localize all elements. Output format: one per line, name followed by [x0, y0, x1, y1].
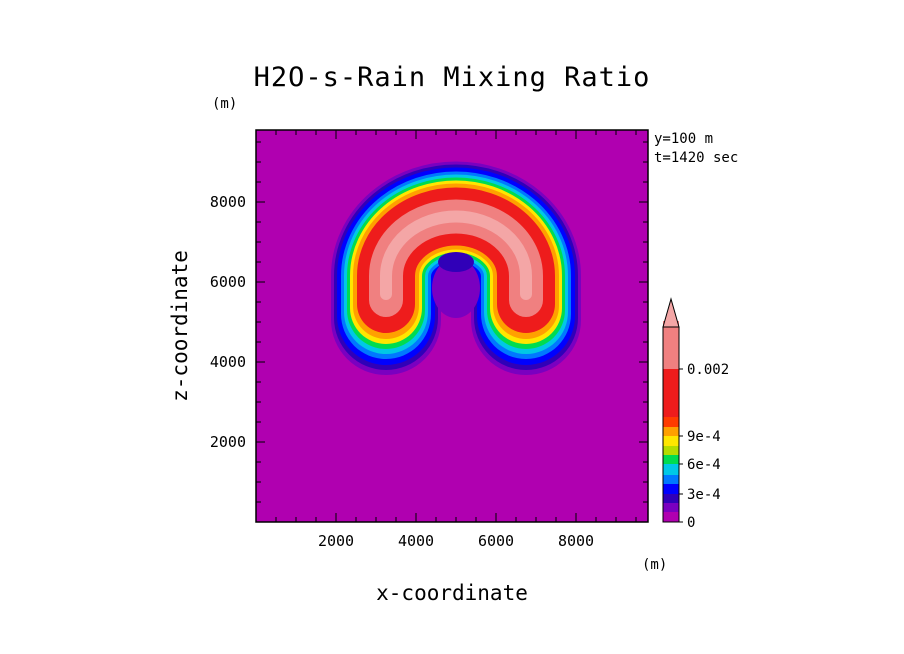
- rain-field: [331, 161, 581, 375]
- y-axis-label: z-coordinate: [168, 250, 192, 402]
- colorbar-band: [663, 484, 679, 494]
- y-tick-label: 4000: [210, 353, 246, 371]
- y-unit-label: (m): [212, 96, 237, 112]
- colorbar-band: [663, 475, 679, 484]
- colorbar-labels: 0 3e-4 6e-4 9e-4 0.002: [679, 362, 729, 531]
- x-tick-labels: 2000 4000 6000 8000: [318, 532, 594, 550]
- y-tick-labels: 2000 4000 6000 8000: [210, 193, 246, 451]
- y-tick-label: 2000: [210, 433, 246, 451]
- colorbar-tick-label: 9e-4: [687, 429, 721, 445]
- field-band: [380, 210, 532, 300]
- colorbar-band: [663, 512, 679, 522]
- plot-frame: [255, 129, 649, 523]
- colorbar-band: [663, 436, 679, 446]
- colorbar-band: [663, 494, 679, 503]
- colorbar-frame: [662, 326, 680, 523]
- axis-ticks: [256, 130, 648, 522]
- colorbar-band: [663, 446, 679, 455]
- annotation-t: t=1420 sec: [654, 150, 738, 166]
- chart-title: H2O-s-Rain Mixing Ratio: [254, 62, 651, 93]
- colorbar-band: [663, 427, 679, 436]
- field-core: [438, 252, 474, 272]
- x-tick-label: 2000: [318, 532, 354, 550]
- colorbar-band: [663, 503, 679, 512]
- y-tick-label: 8000: [210, 193, 246, 211]
- colorbar-band: [663, 417, 679, 427]
- x-tick-label: 4000: [398, 532, 434, 550]
- colorbar-band: [663, 369, 679, 417]
- colorbar-tick-label: 0: [687, 515, 695, 531]
- plot-area: [255, 129, 649, 523]
- x-tick-label: 8000: [558, 532, 594, 550]
- colorbar-band: [663, 464, 679, 475]
- y-tick-label: 6000: [210, 273, 246, 291]
- colorbar-tick-label: 6e-4: [687, 457, 721, 473]
- x-unit-label: (m): [642, 557, 667, 573]
- field-core: [432, 258, 480, 318]
- colorbar-band: [663, 455, 679, 464]
- annotation-y: y=100 m: [654, 131, 713, 147]
- colorbar-band: [663, 321, 679, 369]
- colorbar: [662, 297, 680, 523]
- colorbar-extend-arrow: [662, 297, 680, 328]
- colorbar-tick-label: 0.002: [687, 362, 729, 378]
- x-axis-label: x-coordinate: [376, 581, 528, 605]
- x-tick-label: 6000: [478, 532, 514, 550]
- colorbar-tick-label: 3e-4: [687, 487, 721, 503]
